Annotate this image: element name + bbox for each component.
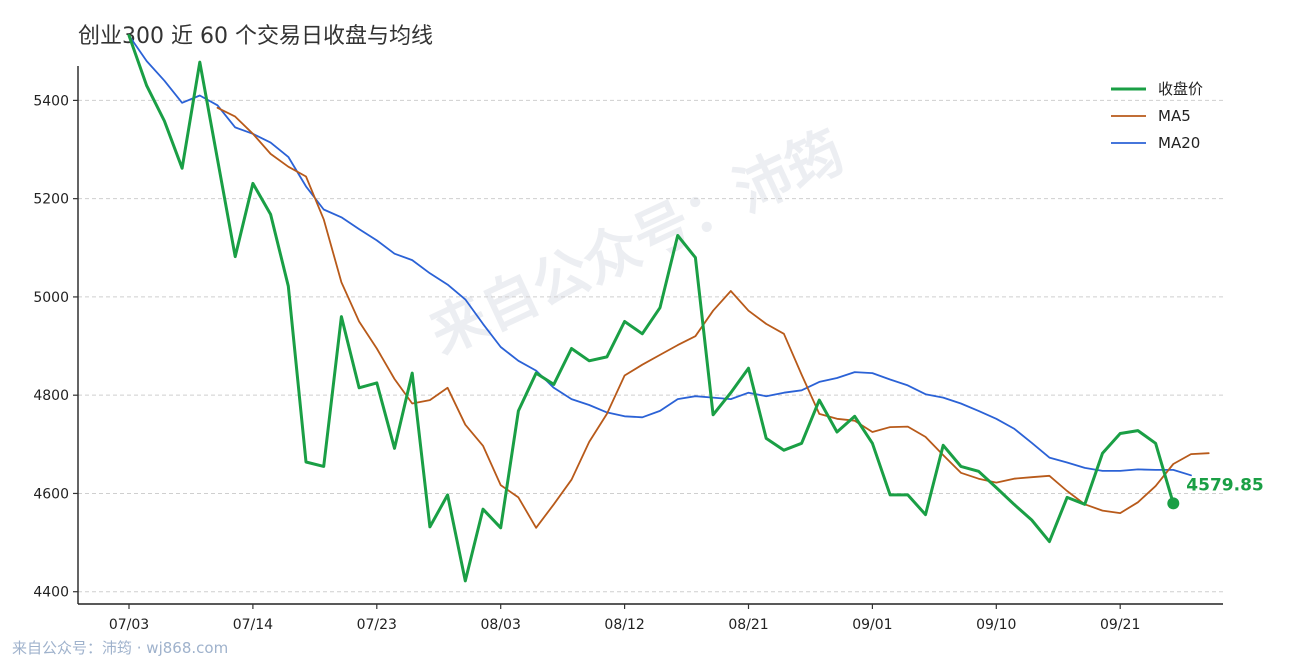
legend-label: MA20 (1158, 134, 1200, 152)
x-tick-label: 09/21 (1100, 617, 1140, 633)
x-tick-label: 09/01 (852, 617, 892, 633)
legend: 收盘价 MA5 MA20 (1111, 80, 1203, 152)
series-line-MA5 (216, 106, 1210, 529)
y-tick-label: 4400 (33, 585, 69, 601)
x-tick-label: 08/12 (604, 617, 644, 633)
last-value-label: 4579.85 (1186, 475, 1263, 495)
x-tick-label: 07/23 (357, 617, 397, 633)
x-axis-ticks: 07/03 07/14 07/23 08/03 08/12 08/21 09/01 09/10… (109, 604, 1140, 633)
y-tick-label: 5200 (33, 192, 69, 208)
series-line-MA20 (128, 34, 1192, 477)
x-tick-label: 08/21 (728, 617, 768, 633)
series-lines (127, 34, 1210, 583)
legend-label: 收盘价 (1158, 80, 1203, 98)
y-tick-label: 4600 (33, 486, 69, 502)
last-point-marker (1167, 497, 1180, 510)
x-tick-label: 07/03 (109, 617, 149, 633)
y-tick-label: 5000 (33, 290, 69, 306)
x-tick-label: 07/14 (233, 617, 273, 633)
y-tick-label: 4800 (33, 388, 69, 404)
y-axis-ticks: 4400 4600 4800 5000 5200 5400 (33, 93, 78, 601)
x-tick-label: 08/03 (481, 617, 521, 633)
series-line-收盘价 (127, 34, 1175, 583)
axes (77, 66, 1223, 605)
footer-watermark: 来自公众号：沛筠 · wj868.com (12, 639, 229, 657)
chart-title: 创业300 近 60 个交易日收盘与均线 (78, 24, 433, 49)
x-tick-label: 09/10 (976, 617, 1016, 633)
legend-label: MA5 (1158, 107, 1191, 125)
grid (78, 99, 1223, 593)
last-value-annotation: 4579.85 (1167, 475, 1264, 510)
y-tick-label: 5400 (33, 93, 69, 109)
